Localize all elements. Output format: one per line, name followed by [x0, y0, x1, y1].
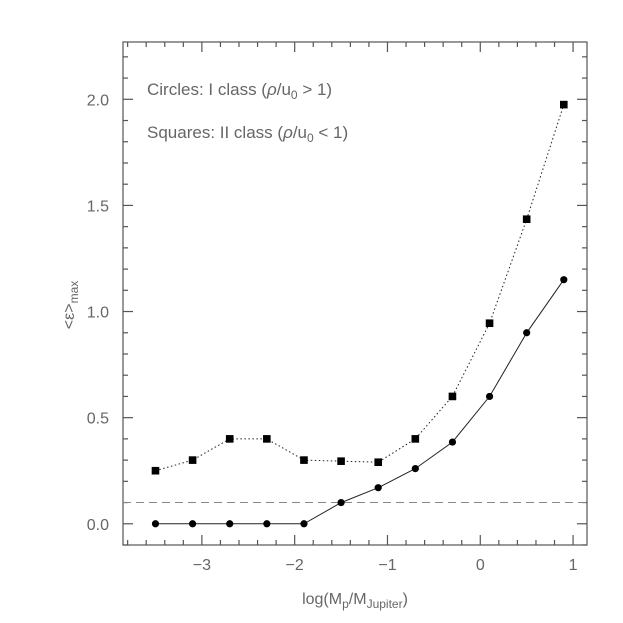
square-series-line: [155, 104, 565, 472]
square-point: [448, 392, 457, 401]
square-point: [374, 458, 382, 467]
square-point: [337, 457, 345, 465]
x-axis-title-sub1: p: [342, 597, 349, 611]
x-tick-label: −2: [286, 557, 304, 574]
y-tick-label: 2.0: [87, 92, 109, 109]
x-tick-label: 0: [476, 557, 485, 574]
circle-point: [226, 520, 234, 528]
circle-point: [189, 520, 197, 528]
circle-point: [374, 484, 382, 492]
annotation-squares-mid: /u: [293, 123, 307, 142]
axis-ticks: [123, 42, 587, 546]
series-lines: [155, 104, 565, 525]
square-point: [151, 466, 160, 475]
square-point: [188, 456, 197, 464]
y-tick-label: 0.0: [87, 517, 109, 534]
circle-point: [485, 392, 494, 401]
annotation-squares: Squares: II class (ρ/u0 < 1): [147, 123, 348, 145]
y-tick-label: 1.0: [87, 305, 109, 322]
circle-point: [411, 464, 419, 473]
series-markers: [151, 100, 568, 528]
square-point: [485, 319, 494, 328]
x-axis-title-mid: /M: [349, 591, 367, 608]
circle-point: [560, 276, 568, 284]
annotation-squares-suffix: < 1): [314, 123, 349, 142]
annotation-squares-rho: ρ: [282, 123, 293, 142]
plot-frame: [122, 41, 588, 546]
annotation-circles-sub: 0: [291, 88, 298, 102]
annotation-circles-mid: /u: [277, 80, 291, 99]
square-point: [411, 435, 420, 443]
x-axis-title-end: ): [403, 591, 408, 608]
annotation-squares-sub: 0: [307, 131, 314, 145]
x-axis-title-sub2: Jupiter: [367, 597, 403, 611]
square-point: [300, 456, 308, 464]
annotation-circles: Circles: I class (ρ/u0 > 1): [147, 80, 332, 102]
x-tick-label: −1: [378, 557, 396, 574]
annotation-circles-rho: ρ: [266, 80, 277, 99]
circle-point: [151, 520, 160, 528]
circle-point: [523, 329, 531, 337]
y-axis-title: <ε>max: [61, 281, 81, 330]
square-point: [522, 215, 531, 224]
annotation-squares-prefix: Squares: II class (: [147, 123, 283, 142]
y-axis-title-sub: max: [67, 281, 81, 304]
annotation-group: Circles: I class (ρ/u0 > 1) Squares: II …: [147, 80, 348, 145]
y-tick-label: 0.5: [87, 411, 109, 428]
x-axis-title: log(Mp/MJupiter): [302, 591, 408, 611]
annotation-circles-prefix: Circles: I class (: [147, 80, 267, 99]
x-tick-label: −3: [193, 557, 211, 574]
square-point: [225, 435, 234, 443]
annotation-circles-suffix: > 1): [298, 80, 333, 99]
y-axis-title-main: <ε>: [61, 303, 78, 329]
circle-point: [263, 520, 271, 528]
circle-point: [448, 438, 457, 446]
square-point: [263, 435, 271, 443]
circle-point: [337, 498, 345, 507]
circle-point: [300, 520, 308, 528]
y-tick-label: 1.5: [87, 198, 109, 215]
square-point: [560, 100, 568, 109]
x-tick-label: 1: [569, 557, 578, 574]
x-axis-title-main: log(M: [302, 591, 342, 608]
circle-series-line: [155, 279, 565, 525]
tick-labels: −3 −2 −1 0 1 0.0 0.5 1.0 1.5 2.0: [87, 92, 578, 574]
